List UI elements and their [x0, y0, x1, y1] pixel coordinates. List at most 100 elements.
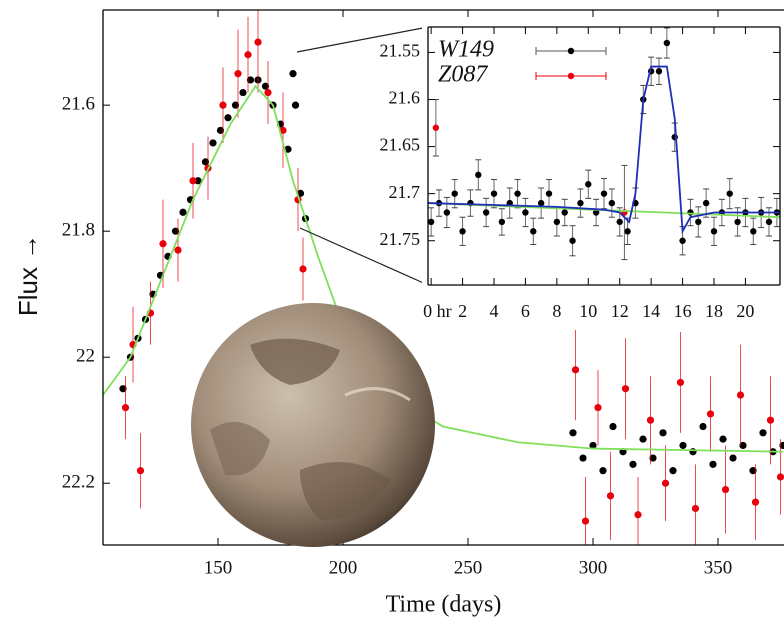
data-point: [234, 70, 242, 78]
data-point: [482, 209, 490, 216]
data-point: [599, 467, 607, 475]
data-point: [553, 218, 561, 226]
data-point: [216, 126, 225, 134]
data-point: [766, 416, 775, 424]
x-tick-label: 150: [204, 557, 233, 578]
x-tick-label: 200: [329, 557, 358, 578]
data-point: [490, 190, 498, 197]
main-chart: 21.6 21.8 22 22.2 150 200 250 300 350 Time (days)…: [13, 9, 784, 618]
y-tick-label: 21.6: [389, 88, 421, 108]
data-point: [581, 517, 590, 525]
inset-background: [422, 20, 784, 330]
data-point: [695, 218, 702, 226]
data-point: [451, 190, 458, 197]
data-point: [655, 68, 663, 75]
data-point: [579, 454, 587, 462]
y-tick-label: 21.55: [380, 41, 421, 61]
data-point: [699, 422, 707, 431]
data-point: [765, 218, 773, 226]
data-point: [592, 209, 600, 216]
data-point: [676, 378, 685, 387]
data-point: [530, 228, 537, 235]
data-point: [702, 199, 710, 207]
data-point: [629, 460, 637, 468]
legend-label: W149: [438, 37, 494, 63]
data-point: [189, 177, 197, 185]
model-curve: [428, 65, 780, 235]
data-point: [726, 190, 733, 197]
data-point: [231, 101, 240, 109]
data-point: [284, 145, 292, 153]
x-tick-label: 6: [521, 301, 530, 321]
data-point: [261, 82, 270, 90]
data-point: [646, 416, 655, 424]
plot-area: [103, 10, 784, 545]
x-tick-label: 14: [642, 301, 660, 321]
data-point: [600, 190, 608, 197]
data-point: [749, 467, 757, 475]
data-point: [522, 209, 529, 216]
y-tick-label: 21.75: [380, 229, 421, 249]
y-tick-label: 21.65: [380, 135, 421, 155]
data-point: [545, 190, 553, 197]
data-point: [219, 101, 227, 109]
data-point: [428, 218, 435, 226]
data-point: [498, 218, 506, 226]
x-tick-label: 18: [705, 301, 723, 321]
y-tick-label: 21.6: [62, 94, 95, 115]
data-point: [291, 101, 300, 109]
y-tick-label: 22.2: [62, 472, 95, 493]
data-point: [616, 218, 623, 226]
data-point: [669, 467, 677, 475]
legend-marker: [567, 72, 575, 80]
data-point: [209, 139, 217, 147]
data-point: [639, 435, 647, 443]
x-tick-label: 12: [611, 301, 629, 321]
data-point: [739, 441, 747, 450]
data-point: [624, 228, 631, 235]
data-point: [171, 227, 180, 235]
data-point: [687, 209, 694, 216]
ganymede-image: [191, 303, 435, 547]
data-point: [254, 38, 262, 46]
data-point: [569, 429, 577, 437]
data-point: [729, 454, 737, 462]
y-tick-label: 21.8: [62, 220, 95, 241]
plot-area: [428, 27, 780, 261]
data-point: [634, 511, 642, 519]
x-tick-label: 250: [454, 557, 483, 578]
data-point: [751, 498, 760, 506]
data-point: [736, 391, 745, 399]
x-tick-label: 10: [579, 301, 597, 321]
data-point: [679, 237, 686, 244]
data-point: [569, 237, 576, 244]
data-point: [475, 171, 482, 179]
data-point: [279, 126, 287, 134]
data-point: [709, 460, 717, 468]
data-point: [577, 199, 584, 207]
data-point: [239, 88, 247, 97]
data-point: [174, 246, 182, 254]
data-point: [663, 39, 671, 47]
y-tick-label: 22: [76, 346, 95, 367]
data-point: [224, 114, 232, 122]
x-tick-label: 2: [458, 301, 467, 321]
data-point: [571, 366, 580, 374]
data-point: [244, 51, 252, 59]
data-point: [159, 240, 167, 248]
x-tick-label: 300: [579, 557, 608, 578]
data-point: [608, 199, 616, 207]
zoom-lines: [296, 26, 429, 286]
data-point: [759, 429, 767, 437]
data-point: [194, 177, 202, 185]
inset-chart: 21.55 21.6 21.65 21.7 21.75 0 hr 2 4 6 8 10 12 14 16 1…: [380, 26, 781, 321]
y-axis-label: Flux →: [13, 234, 43, 316]
data-point: [136, 467, 145, 475]
data-point: [689, 448, 697, 456]
data-point: [121, 404, 130, 412]
data-point: [589, 441, 597, 450]
data-point: [179, 208, 187, 216]
data-point: [750, 228, 757, 235]
x-tick-label: 8: [552, 301, 561, 321]
